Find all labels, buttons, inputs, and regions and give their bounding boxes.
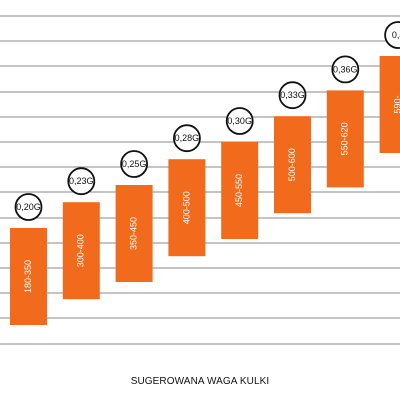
bar-6 (274, 116, 311, 214)
bar-range-label: 550-620 (340, 122, 350, 155)
weight-bubble (331, 55, 360, 84)
weight-bubble (120, 150, 149, 178)
weight-bubble (67, 167, 96, 196)
label-layer: 180-350 0,20G 300-400 0,23G 350-450 0,25G 400-… (14, 21, 400, 293)
bar-range-label: 180-350 (23, 260, 33, 293)
bar-2 (62, 202, 100, 300)
x-axis-label: SUGEROWANA WAGA KULKI (130, 376, 270, 387)
bar-range-label: 590- (392, 95, 400, 113)
weight-label: 0,36G (333, 64, 358, 74)
bar-5 (221, 142, 259, 239)
weight-label: 0,4 (392, 30, 400, 40)
weight-label: 0,20G (16, 202, 41, 212)
weight-bubble (384, 21, 400, 49)
weight-bubble (278, 81, 307, 110)
bar-range-label: 450-550 (234, 174, 244, 207)
weight-bubble (225, 107, 254, 135)
weight-label: 0,25G (122, 159, 147, 169)
bar-range-label: 500-600 (287, 148, 297, 181)
bar-range-label: 300-400 (76, 234, 86, 267)
bar-3 (115, 185, 153, 282)
bar-layer (10, 56, 400, 325)
weight-label: 0,30G (227, 116, 252, 126)
weight-label: 0,23G (69, 176, 94, 186)
bar-8 (379, 56, 400, 153)
bar-1 (10, 228, 47, 325)
bar-4 (168, 159, 206, 257)
bar-range-label: 350-450 (128, 217, 138, 250)
bar-range-label: 400-500 (181, 191, 191, 224)
weight-label: 0,33G (280, 90, 305, 100)
weight-bubble (14, 193, 43, 221)
weight-label: 0,28G (175, 133, 200, 143)
weight-bubble (172, 124, 201, 153)
bar-7 (326, 90, 364, 188)
